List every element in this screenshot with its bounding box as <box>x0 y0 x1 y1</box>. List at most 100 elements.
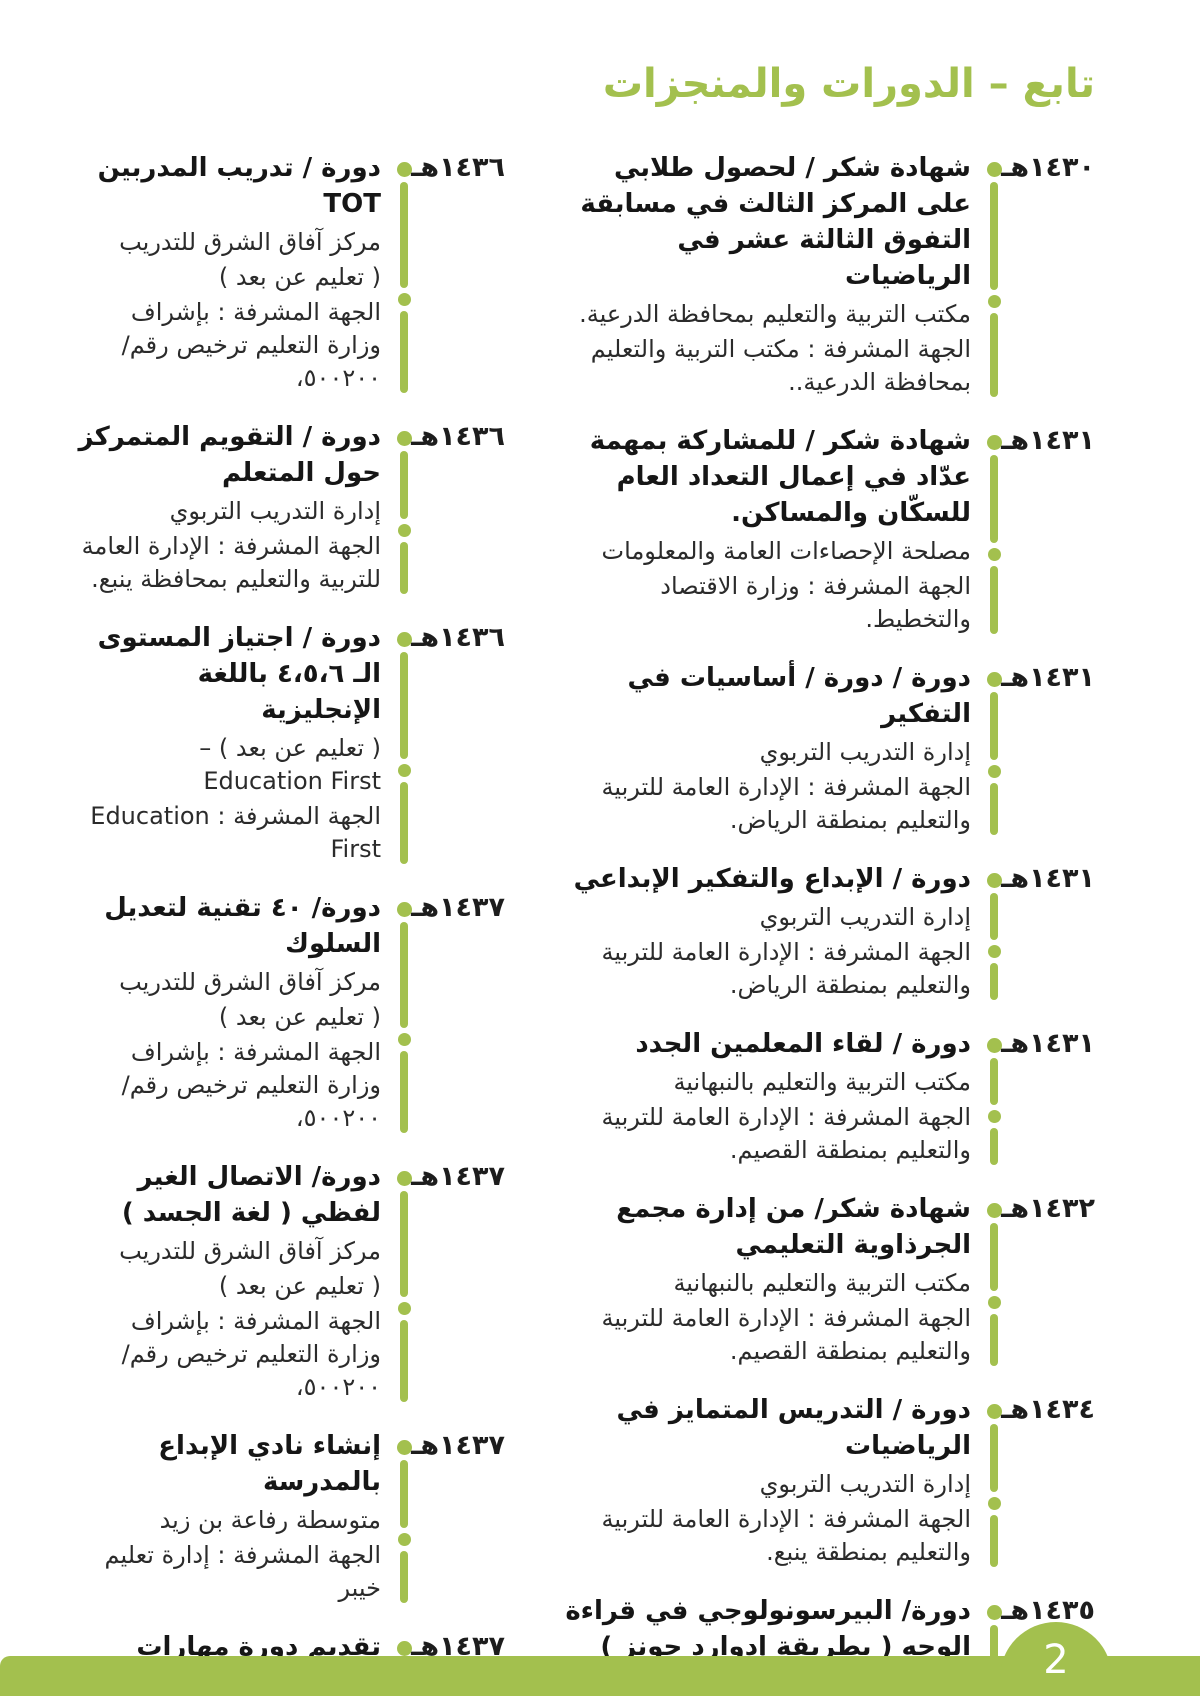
timeline-entry: ١٤٣٧هـ دورة/ ٤٠ تقنية لتعديل السلوك مركز آ… <box>73 890 505 1159</box>
timeline-rail <box>985 423 1003 636</box>
entry-supervising-authority: الجهة المشرفة : وزارة الاقتصاد والتخطيط. <box>660 572 971 633</box>
entry-year-hijri: ١٤٣٧هـ <box>411 1161 505 1192</box>
entry-supervising-authority: الجهة المشرفة : Education First <box>90 802 381 863</box>
entry-body: دورة/ الاتصال الغير لفظي ( لغة الجسد ) مر… <box>73 1159 381 1404</box>
timeline-line <box>990 455 998 543</box>
timeline-rail <box>985 660 1003 837</box>
timeline-dot <box>396 1171 412 1186</box>
timeline-line <box>990 692 998 760</box>
entry-year-hijri: ١٤٣٢هـ <box>1001 1193 1095 1224</box>
timeline-dot <box>986 1038 1002 1053</box>
timeline-dot <box>986 873 1002 888</box>
timeline-dot <box>397 293 411 307</box>
timeline-dot <box>986 1404 1002 1419</box>
entry-supervising-authority: الجهة المشرفة : بإشراف وزارة التعليم ترخ… <box>121 298 381 392</box>
entry-body: شهادة شكر / للمشاركة بمهمة عدّاد في إعما… <box>560 423 971 636</box>
timeline-line <box>400 182 408 289</box>
timeline-rail <box>395 419 413 596</box>
entry-year-hijri: ١٤٣٦هـ <box>411 622 505 653</box>
entry-year-hijri: ١٤٣١هـ <box>1001 662 1095 693</box>
entry-organization: مركز آفاق الشرق للتدريب <box>119 228 381 256</box>
timeline-dot <box>986 435 1002 450</box>
timeline-entry: ١٤٣٤هـ دورة / التدريس المتمايز في الرياضي… <box>560 1392 1095 1593</box>
timeline-line <box>990 566 998 634</box>
entry-body: دورة / اجتياز المستوى الـ ٤،٥،٦ باللغة ا… <box>73 620 381 866</box>
timeline-line <box>400 1550 408 1603</box>
timeline-entry: ١٤٣٠هـ شهادة شكر / لحصول طلابي على المركز… <box>560 150 1095 423</box>
entry-title: شهادة شكر/ من إدارة مجمع الجرذاوية التعل… <box>616 1194 971 1260</box>
timeline-column-right: ١٤٣٠هـ شهادة شكر / لحصول طلابي على المركز… <box>560 150 1095 1696</box>
timeline-dot <box>987 1295 1001 1309</box>
timeline-rail <box>395 150 413 395</box>
entry-year-hijri: ١٤٣١هـ <box>1001 425 1095 456</box>
timeline-rail <box>395 1159 413 1404</box>
timeline-line <box>400 1320 408 1402</box>
timeline-dot <box>986 672 1002 687</box>
timeline-rail <box>395 890 413 1135</box>
timeline-line <box>990 1514 998 1567</box>
timeline-entry: ١٤٣٦هـ دورة / اجتياز المستوى الـ ٤،٥،٦ با… <box>73 620 505 890</box>
entry-title: شهادة شكر / للمشاركة بمهمة عدّاد في إعما… <box>589 426 971 528</box>
entry-organization: مركز آفاق الشرق للتدريب <box>119 1237 381 1265</box>
entry-body: دورة / التدريس المتمايز في الرياضيات إدار… <box>560 1392 971 1569</box>
entry-supervising-authority: الجهة المشرفة : الإدارة العامة للتربية و… <box>601 1103 971 1164</box>
timeline-line <box>990 1424 998 1492</box>
entry-title: دورة/ البيرسونولوجي في قراءة الوجه ( بطر… <box>565 1596 971 1662</box>
timeline-dot <box>986 162 1002 177</box>
entry-year-hijri: ١٤٣١هـ <box>1001 1028 1095 1059</box>
entry-year-hijri: ١٤٣٧هـ <box>411 1430 505 1461</box>
timeline-entry: ١٤٣٧هـ دورة/ الاتصال الغير لفظي ( لغة الج… <box>73 1159 505 1428</box>
timeline-dot <box>396 902 412 917</box>
timeline-entry: ١٤٣١هـ دورة / لقاء المعلمين الجدد مكتب الت… <box>560 1026 1095 1191</box>
entry-body: دورة / التقويم المتمركز حول المتعلم إدارة… <box>73 419 381 596</box>
timeline-rail <box>985 861 1003 1002</box>
timeline-dot <box>397 1033 411 1047</box>
timeline-dot <box>987 945 1001 959</box>
entry-body: دورة / دورة / أساسيات في التفكير إدارة ال… <box>560 660 971 837</box>
entry-organization: إدارة التدريب التربوي <box>169 497 381 525</box>
timeline-dot <box>397 1302 411 1316</box>
entry-organization: إدارة التدريب التربوي <box>759 738 971 766</box>
timeline-rail <box>985 1392 1003 1569</box>
entry-supervising-authority: الجهة المشرفة : الإدارة العامة للتربية و… <box>601 1505 971 1566</box>
timeline-line <box>400 652 408 759</box>
entry-year-hijri: ١٤٣٤هـ <box>1001 1394 1095 1425</box>
entry-title: دورة / لقاء المعلمين الجدد <box>635 1029 971 1059</box>
entry-supervising-authority: الجهة المشرفة : إدارة تعليم خيبر <box>104 1541 381 1602</box>
timeline-line <box>990 182 998 291</box>
timeline-line <box>990 893 998 941</box>
entry-organization: ( تعليم عن بعد ) <box>218 1003 381 1031</box>
entry-body: دورة / الإبداع والتفكير الإبداعي إدارة ال… <box>560 861 971 1002</box>
timeline-line <box>400 1191 408 1298</box>
timeline-line <box>990 1128 998 1165</box>
entry-supervising-authority: الجهة المشرفة : الإدارة العامة للتربية و… <box>601 773 971 834</box>
timeline-line <box>400 922 408 1029</box>
entry-body: دورة/ ٤٠ تقنية لتعديل السلوك مركز آفاق ال… <box>73 890 381 1135</box>
entry-organization: ( تعليم عن بعد ) <box>218 1272 381 1300</box>
timeline-entry: ١٤٣٢هـ شهادة شكر/ من إدارة مجمع الجرذاوية… <box>560 1191 1095 1392</box>
entry-organization: متوسطة رفاعة بن زيد <box>159 1506 381 1534</box>
entry-title: دورة/ ٤٠ تقنية لتعديل السلوك <box>104 893 381 959</box>
timeline-rail <box>985 1026 1003 1167</box>
timeline-column-left: ١٤٣٦هـ دورة / تدريب المدربين TOT مركز آفاق… <box>73 150 505 1696</box>
entry-title: دورة / التقويم المتمركز حول المتعلم <box>78 422 381 488</box>
timeline-line <box>990 1058 998 1106</box>
timeline-dot <box>986 1203 1002 1218</box>
timeline-line <box>400 541 408 594</box>
timeline-line <box>400 451 408 519</box>
page-number: 2 <box>1043 1637 1069 1683</box>
timeline-line <box>990 963 998 1000</box>
entry-title: دورة / الإبداع والتفكير الإبداعي <box>573 864 971 894</box>
entry-supervising-authority: الجهة المشرفة : الإدارة العامة للتربية و… <box>601 1304 971 1365</box>
timeline-dot <box>397 1532 411 1546</box>
timeline-dot <box>987 764 1001 778</box>
timeline-line <box>990 782 998 835</box>
timeline-line <box>990 1223 998 1291</box>
timeline-line <box>400 311 408 393</box>
entry-organization: إدارة التدريب التربوي <box>759 1470 971 1498</box>
page-title: تابع – الدورات والمنجزات <box>602 61 1095 107</box>
entry-body: إنشاء نادي الإبداع بالمدرسة متوسطة رفاعة … <box>73 1428 381 1605</box>
timeline-rail <box>985 150 1003 399</box>
timeline-dot <box>987 548 1001 561</box>
